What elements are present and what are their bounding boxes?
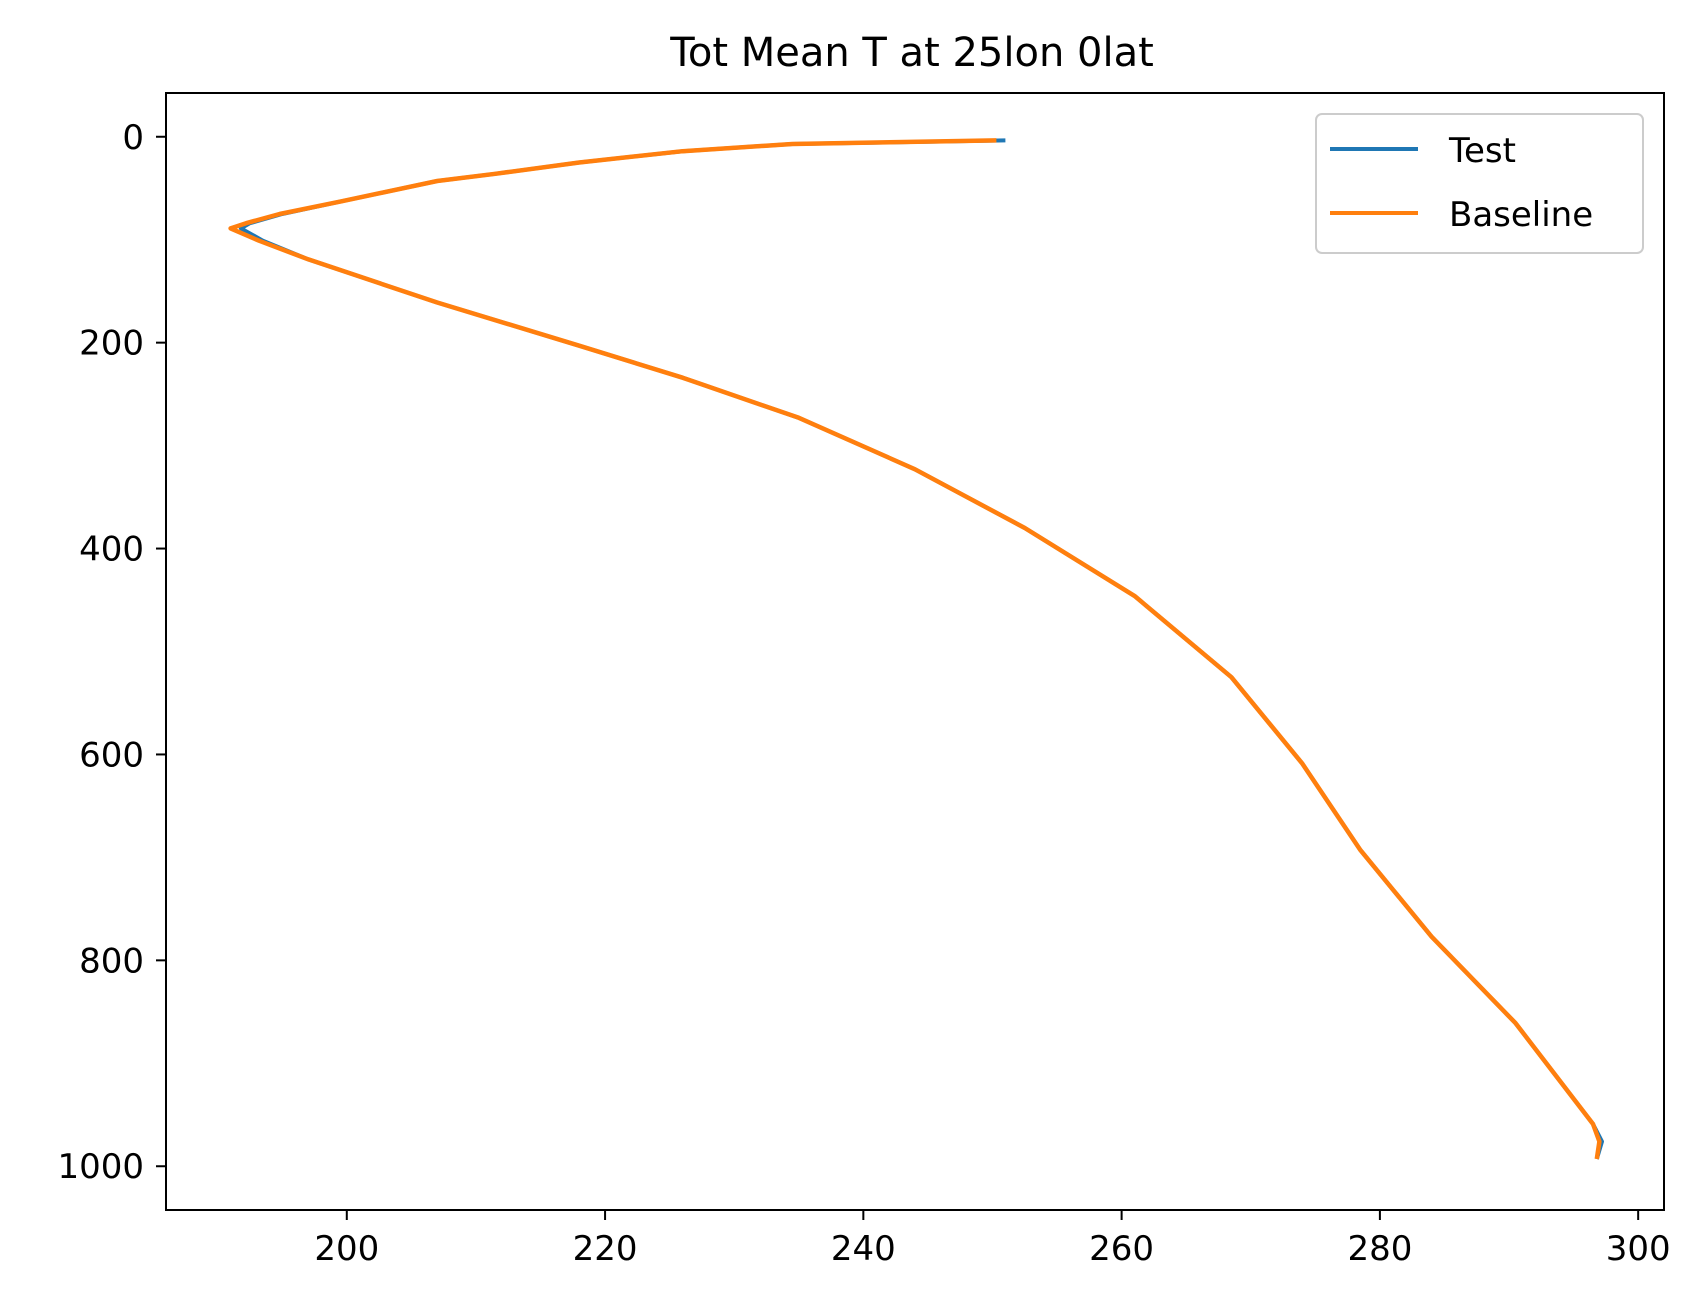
legend-label-baseline: Baseline (1449, 195, 1593, 235)
series-line-baseline (228, 138, 1602, 1160)
plot-frame (165, 92, 1665, 1211)
chart-title: Tot Mean T at 25lon 0lat (669, 30, 1154, 76)
x-tick-label: 240 (831, 1229, 896, 1269)
y-tick-label: 400 (79, 530, 144, 570)
y-tick-label: 200 (79, 324, 144, 364)
y-tick-label: 0 (122, 118, 144, 158)
y-axis: 0 200 400 600 800 1000 (57, 118, 166, 1187)
x-tick-label: 220 (573, 1229, 638, 1269)
x-axis: 200 220 240 260 280 300 (314, 1210, 1671, 1269)
legend: Test Baseline (1315, 113, 1644, 254)
legend-label-test: Test (1448, 131, 1516, 171)
y-tick-label: 1000 (57, 1147, 144, 1187)
x-tick-label: 300 (1606, 1229, 1671, 1269)
y-tick-label: 600 (79, 735, 144, 775)
series-layer (228, 138, 1604, 1160)
x-tick-label: 260 (1089, 1229, 1154, 1269)
y-tick-label: 800 (79, 941, 144, 981)
x-tick-label: 200 (314, 1229, 379, 1269)
x-tick-label: 280 (1347, 1229, 1412, 1269)
